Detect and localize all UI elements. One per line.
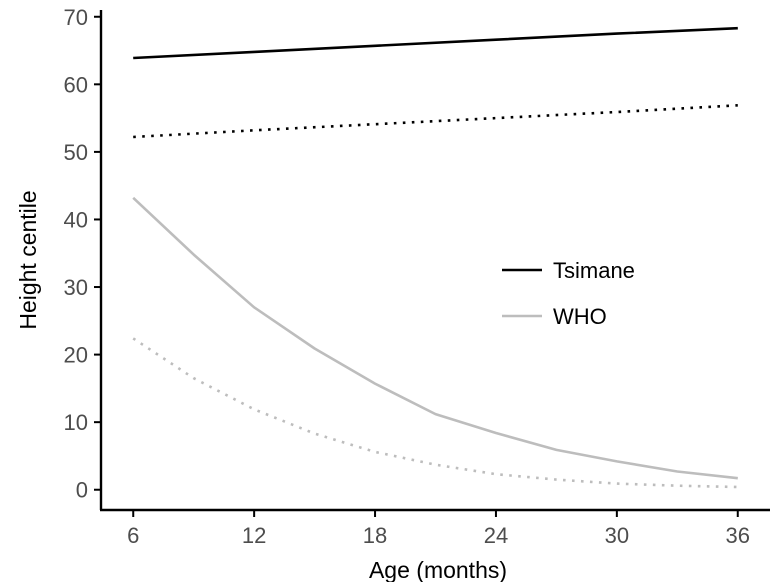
y-axis-label: Height centile [15, 190, 41, 329]
x-axis-label: Age (months) [369, 557, 507, 582]
y-tick-label: 60 [64, 72, 88, 97]
legend-label-tsimane: Tsimane [553, 258, 635, 283]
legend-label-who: WHO [553, 304, 607, 329]
y-tick-label: 50 [64, 140, 88, 165]
x-ticks: 6 12 18 24 30 36 [127, 510, 750, 548]
legend: Tsimane WHO [502, 258, 635, 329]
y-tick-label: 10 [64, 410, 88, 435]
y-tick-label: 70 [64, 5, 88, 30]
x-tick-label: 30 [605, 523, 629, 548]
x-tick-label: 36 [726, 523, 750, 548]
x-tick-label: 18 [363, 523, 387, 548]
y-tick-label: 30 [64, 275, 88, 300]
series-line-tsimane-solid [133, 26, 738, 60]
series-line-who-dotted [132, 337, 738, 489]
y-tick-label: 20 [64, 343, 88, 368]
x-tick-label: 6 [127, 523, 139, 548]
x-tick-label: 24 [484, 523, 508, 548]
y-ticks: 0 10 20 30 40 50 60 70 [64, 5, 101, 503]
series-line-tsimane-dotted [133, 104, 738, 139]
plot-lines [132, 26, 738, 489]
x-tick-label: 12 [242, 523, 266, 548]
y-tick-label: 40 [64, 207, 88, 232]
axes [99, 10, 770, 512]
series-line-who-solid [132, 196, 738, 480]
y-tick-label: 0 [76, 478, 88, 503]
